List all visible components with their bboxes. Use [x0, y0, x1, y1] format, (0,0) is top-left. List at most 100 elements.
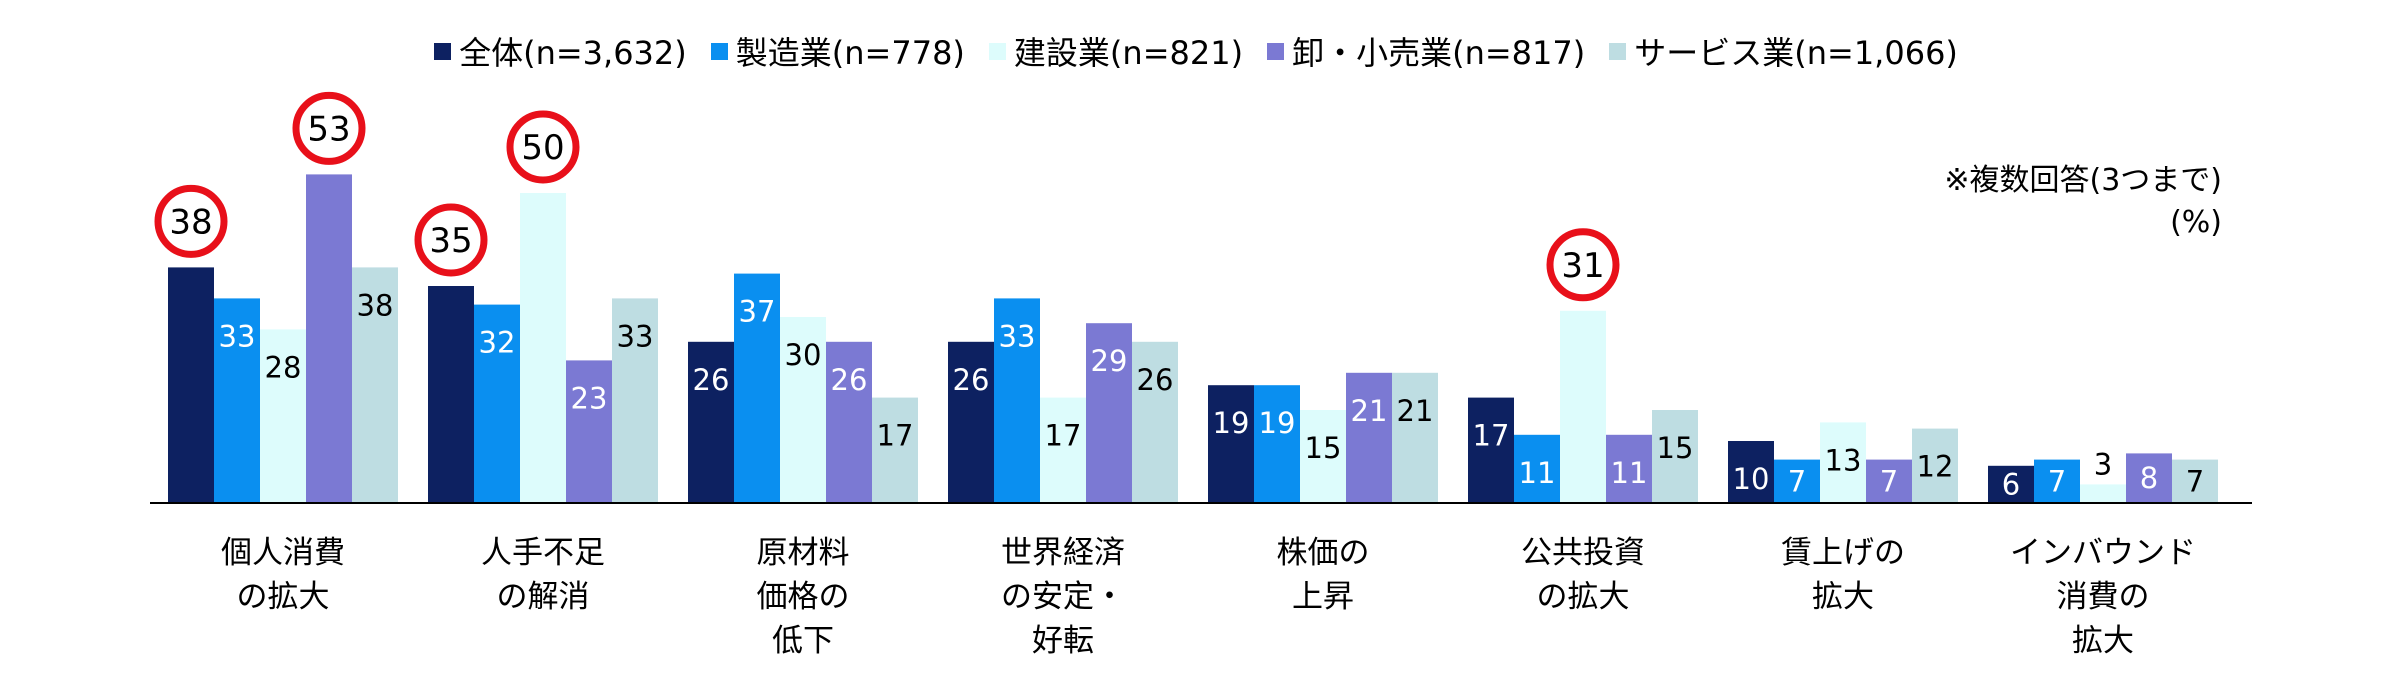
data-label: 7 — [2048, 464, 2066, 498]
data-label: 33 — [617, 319, 654, 353]
highlight-circle — [1546, 228, 1620, 302]
legend-item: 卸・小売業(n=817) — [1267, 28, 1585, 74]
data-label: 38 — [169, 202, 212, 242]
legend-swatch — [710, 42, 728, 60]
legend-item: 製造業(n=778) — [710, 28, 965, 74]
data-label: 33 — [219, 319, 256, 353]
bar — [1514, 434, 1560, 503]
category-label: 人手不足 — [481, 535, 605, 571]
bar — [1728, 441, 1774, 503]
data-label: 26 — [1137, 363, 1174, 397]
data-label: 15 — [1305, 431, 1342, 465]
bar — [780, 317, 826, 503]
bar — [428, 286, 474, 503]
data-label: 11 — [1519, 456, 1556, 490]
bar — [1040, 397, 1086, 503]
data-label: 53 — [307, 109, 350, 149]
category-label: インバウンド — [2010, 535, 2196, 571]
category-label: 原材料 — [757, 535, 850, 571]
bar — [1912, 428, 1958, 503]
data-label: 7 — [1788, 464, 1806, 498]
chart-legend: 全体(n=3,632) 製造業(n=778) 建設業(n=821) 卸・小売業(n=8… — [0, 28, 2392, 74]
bar — [260, 329, 306, 503]
bar — [1820, 422, 1866, 503]
data-label: 31 — [1561, 246, 1604, 286]
legend-label: 全体(n=3,632) — [459, 34, 687, 72]
data-label: 7 — [2186, 464, 2204, 498]
bar — [1132, 341, 1178, 503]
bar — [1606, 434, 1652, 503]
bar — [1254, 385, 1300, 503]
data-label: 33 — [999, 319, 1036, 353]
data-label: 23 — [571, 381, 608, 415]
data-label: 21 — [1397, 394, 1434, 428]
bar — [1774, 459, 1820, 503]
legend-swatch — [1609, 42, 1627, 60]
highlight-circle — [506, 110, 580, 184]
bar — [168, 267, 214, 503]
legend-label: 卸・小売業(n=817) — [1292, 34, 1586, 72]
bar — [566, 360, 612, 503]
chart-note: ※複数回答(3つまで) (%) — [1944, 160, 2222, 244]
data-label: 19 — [1213, 406, 1250, 440]
bar — [994, 298, 1040, 503]
data-label: 3 — [2094, 447, 2112, 481]
data-label: 17 — [1045, 419, 1082, 453]
data-label: 30 — [785, 338, 822, 372]
data-label: 38 — [357, 288, 394, 322]
data-label: 28 — [265, 350, 302, 384]
bar — [1988, 465, 2034, 503]
bar — [2034, 459, 2080, 503]
data-label: 19 — [1259, 406, 1296, 440]
data-label: 26 — [831, 363, 868, 397]
category-label: 低下 — [772, 623, 834, 659]
bar — [1300, 410, 1346, 503]
data-label: 29 — [1091, 344, 1128, 378]
bar — [2126, 453, 2172, 503]
category-label: 拡大 — [2072, 623, 2134, 659]
legend-swatch — [988, 42, 1006, 60]
data-label: 8 — [2140, 461, 2158, 495]
bar — [1652, 410, 1698, 503]
bar — [1392, 372, 1438, 503]
highlight-circle — [292, 91, 366, 165]
bar — [352, 267, 398, 503]
data-label: 35 — [429, 221, 472, 261]
category-label: 公共投資 — [1521, 535, 1645, 571]
highlight-circle — [414, 203, 488, 277]
bar — [734, 273, 780, 503]
bar — [1208, 385, 1254, 503]
category-label: 賃上げの — [1781, 535, 1905, 571]
legend-item: 建設業(n=821) — [988, 28, 1244, 74]
data-label: 11 — [1611, 456, 1648, 490]
legend-label: サービス業(n=1,066) — [1634, 34, 1958, 72]
data-label: 37 — [739, 295, 776, 329]
data-label: 50 — [521, 128, 564, 168]
data-label: 7 — [1880, 464, 1898, 498]
bar — [872, 397, 918, 503]
data-label: 12 — [1917, 450, 1954, 484]
bar — [520, 193, 566, 503]
category-label: 世界経済 — [1001, 535, 1125, 571]
multiple-answer-note: ※複数回答(3つまで) — [1944, 163, 2222, 198]
bar — [306, 174, 352, 503]
data-label: 32 — [479, 326, 516, 360]
category-label: 好転 — [1032, 623, 1094, 659]
legend-label: 建設業(n=821) — [1013, 34, 1244, 72]
category-label: 株価の — [1277, 535, 1370, 571]
data-label: 6 — [2002, 467, 2020, 501]
data-label: 26 — [693, 363, 730, 397]
bar — [1086, 323, 1132, 503]
category-label: 拡大 — [1812, 579, 1874, 615]
category-label: の拡大 — [1537, 579, 1630, 615]
bar — [1560, 310, 1606, 503]
bar — [2172, 459, 2218, 503]
legend-swatch — [434, 42, 452, 60]
category-label: の解消 — [497, 579, 590, 615]
data-label: 26 — [953, 363, 990, 397]
category-label: 個人消費 — [221, 535, 345, 571]
unit-label: (%) — [2170, 205, 2222, 240]
highlight-circle — [154, 184, 228, 258]
bar — [214, 298, 260, 503]
data-label: 10 — [1733, 462, 1770, 496]
